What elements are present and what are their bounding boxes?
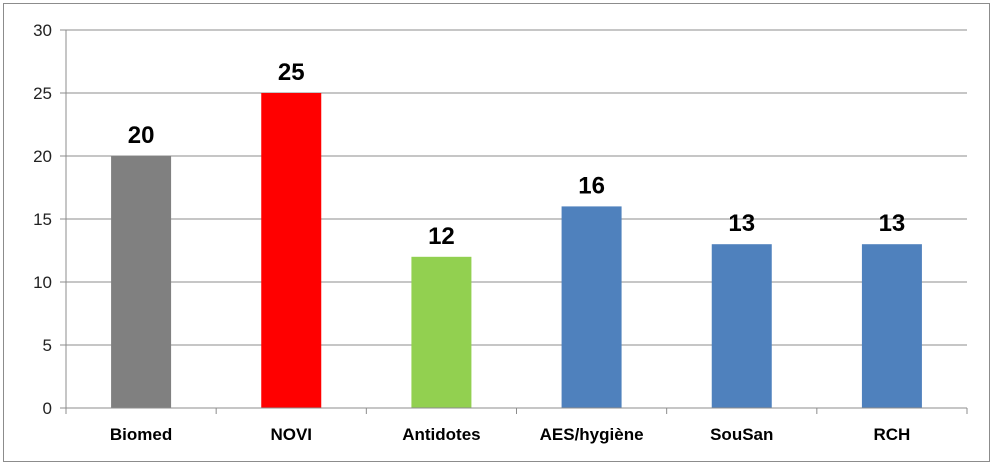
bar-Antidotes [411,256,472,408]
x-tick-label-RCH: RCH [873,425,910,444]
y-tick-label-30: 30 [33,21,52,40]
data-label-NOVI: 25 [278,59,305,86]
x-tick-label-Biomed: Biomed [110,425,172,444]
x-tick-label-NOVI: NOVI [270,425,312,444]
data-labels: 20 25 12 16 13 13 [128,59,906,250]
bar-AES/hygiène [561,206,622,408]
bar-NOVI [261,93,322,408]
x-tick-label-AES/hygiène: AES/hygiène [540,425,644,444]
data-label-Biomed: 20 [128,122,155,149]
y-tick-label-0: 0 [43,399,52,418]
x-tick-label-Antidotes: Antidotes [402,425,480,444]
data-label-Antidotes: 12 [428,223,455,250]
y-tick-label-25: 25 [33,84,52,103]
y-axis-ticks: 0 5 10 15 20 25 30 [33,21,66,418]
bar-Biomed [111,156,172,408]
bars [111,93,922,408]
data-label-AES/hygiène: 16 [578,172,605,199]
x-tick-label-SouSan: SouSan [710,425,773,444]
bar-RCH [861,244,922,408]
bar-SouSan [711,244,772,408]
y-tick-label-15: 15 [33,210,52,229]
y-tick-label-5: 5 [43,336,52,355]
data-label-RCH: 13 [879,210,906,237]
x-axis: Biomed NOVI Antidotes AES/hygiène SouSan RCH [65,407,968,444]
data-label-SouSan: 13 [728,210,755,237]
y-tick-label-20: 20 [33,147,52,166]
gridlines [66,29,967,346]
y-tick-label-10: 10 [33,273,52,292]
